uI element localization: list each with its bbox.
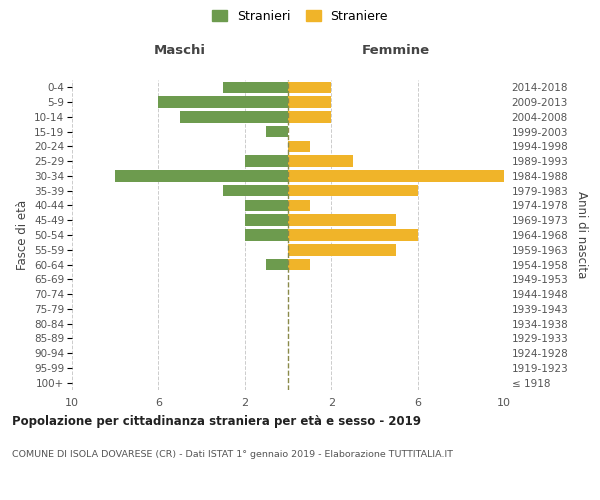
Bar (288, 156, 353, 167)
Bar (245, 229, 288, 241)
Bar (158, 96, 288, 108)
Bar (223, 185, 288, 196)
Bar (288, 82, 331, 93)
Bar (288, 214, 396, 226)
Bar (115, 170, 288, 181)
Bar (288, 185, 418, 196)
Bar (288, 259, 310, 270)
Bar (245, 214, 288, 226)
Bar (266, 259, 288, 270)
Text: COMUNE DI ISOLA DOVARESE (CR) - Dati ISTAT 1° gennaio 2019 - Elaborazione TUTTIT: COMUNE DI ISOLA DOVARESE (CR) - Dati IST… (12, 450, 453, 459)
Bar (288, 96, 331, 108)
Bar (288, 200, 310, 211)
Bar (245, 200, 288, 211)
Bar (288, 111, 331, 122)
Bar (223, 82, 288, 93)
Bar (288, 170, 504, 181)
Text: Femmine: Femmine (362, 44, 430, 58)
Bar (288, 140, 310, 152)
Text: Maschi: Maschi (154, 44, 206, 58)
Bar (245, 156, 288, 167)
Legend: Stranieri, Straniere: Stranieri, Straniere (208, 6, 392, 26)
Bar (266, 126, 288, 138)
Text: Popolazione per cittadinanza straniera per età e sesso - 2019: Popolazione per cittadinanza straniera p… (12, 415, 421, 428)
Bar (288, 244, 396, 256)
Bar (288, 229, 418, 241)
Bar (180, 111, 288, 122)
Y-axis label: Fasce di età: Fasce di età (16, 200, 29, 270)
Y-axis label: Anni di nascita: Anni di nascita (575, 192, 588, 278)
